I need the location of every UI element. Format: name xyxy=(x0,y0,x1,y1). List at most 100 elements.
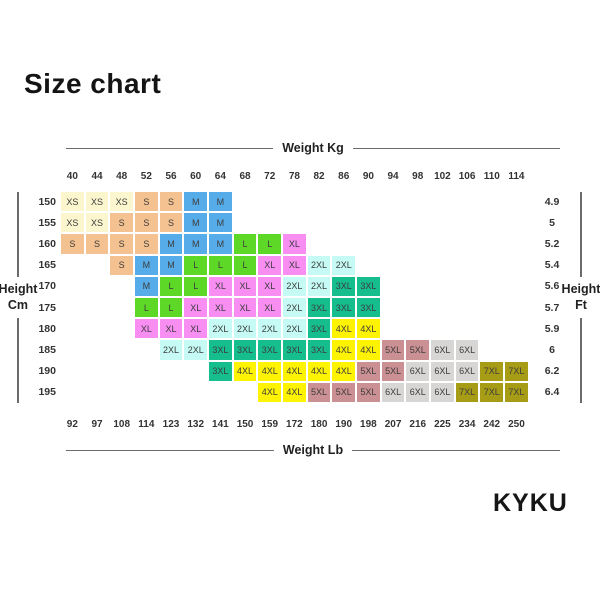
size-cell: 2XL xyxy=(282,275,307,297)
size-cell: 3XL xyxy=(331,296,357,319)
empty-cell xyxy=(60,361,85,382)
weight-lb-tick: 250 xyxy=(508,419,525,430)
weight-kg-tick: 90 xyxy=(362,171,374,182)
empty-cell xyxy=(430,276,455,297)
size-cell: 5XL xyxy=(306,381,332,403)
size-cell: 6XL xyxy=(454,360,480,382)
weight-lb-tick: 132 xyxy=(187,419,205,430)
size-cell: 6XL xyxy=(454,339,480,361)
size-cell: L xyxy=(134,296,159,319)
empty-cell xyxy=(282,191,307,212)
height-cm-tick: 160 xyxy=(38,237,56,250)
empty-cell xyxy=(85,276,110,297)
size-cell: 5XL xyxy=(380,360,406,382)
size-cell: M xyxy=(158,254,184,276)
axis-line-bottom xyxy=(580,318,582,403)
empty-cell xyxy=(430,318,455,339)
weight-kg-tick: 40 xyxy=(66,171,78,182)
empty-cell xyxy=(405,233,430,254)
height-cm-ticks: 150 155 160 165 170 175 180 185 190 195 xyxy=(30,191,56,403)
weight-kg-ticks: 40 44 48 52 56 60 64 68 72 78 82 86 90 94 98 102 106 110 1… xyxy=(60,171,529,182)
size-cell: 6XL xyxy=(430,360,455,382)
height-cm-tick: 195 xyxy=(38,386,56,399)
empty-cell xyxy=(381,318,406,339)
height-ft-tick: 6.4 xyxy=(544,386,560,399)
size-cell: 3XL xyxy=(208,360,233,382)
size-cell: S xyxy=(158,212,184,234)
height-cm-tick: 175 xyxy=(38,301,56,314)
height-cm-tick: 190 xyxy=(38,365,56,378)
height-cm-tick: 185 xyxy=(38,343,56,356)
weight-lb-tick: 123 xyxy=(162,419,180,430)
size-cell: 2XL xyxy=(232,318,258,340)
size-cell: 5XL xyxy=(356,381,381,403)
size-cell: M xyxy=(158,233,184,255)
height-ft-tick: 5 xyxy=(549,216,555,229)
weight-lb-tick: 92 xyxy=(66,419,78,430)
size-cell: L xyxy=(183,275,209,297)
empty-cell xyxy=(109,339,134,360)
header-line-left xyxy=(66,147,274,149)
empty-cell xyxy=(134,339,159,360)
size-cell: XL xyxy=(208,296,233,319)
empty-cell xyxy=(85,382,110,403)
empty-cell xyxy=(381,212,406,233)
size-cell: 4XL xyxy=(356,318,381,340)
empty-cell xyxy=(381,297,406,318)
size-cell: 3XL xyxy=(232,339,258,361)
empty-cell xyxy=(331,233,356,254)
size-cell: XL xyxy=(257,254,283,276)
size-cell: XL xyxy=(183,318,209,340)
empty-cell xyxy=(504,297,529,318)
size-cell: 7XL xyxy=(479,381,505,403)
empty-cell xyxy=(455,297,480,318)
empty-cell xyxy=(430,191,455,212)
weight-kg-tick: 60 xyxy=(190,171,202,182)
size-cell: S xyxy=(134,212,159,234)
size-cell: 2XL xyxy=(331,254,357,276)
empty-cell xyxy=(405,212,430,233)
size-cell: S xyxy=(109,233,135,255)
weight-kg-header: Weight Kg xyxy=(66,141,561,155)
weight-lb-tick: 207 xyxy=(384,419,402,430)
size-cell: XL xyxy=(158,318,184,340)
empty-cell xyxy=(479,212,504,233)
size-cell: 4XL xyxy=(356,339,381,361)
axis-line-bottom xyxy=(17,318,19,403)
height-cm-tick: 155 xyxy=(38,216,56,229)
size-cell: 2XL xyxy=(257,318,283,340)
height-ft-axis: Height Ft xyxy=(558,192,600,403)
size-cell: XS xyxy=(60,191,85,213)
size-cell: XL xyxy=(232,296,258,319)
size-cell: 4XL xyxy=(257,381,283,403)
size-cell: XL xyxy=(208,275,233,297)
weight-lb-tick: 141 xyxy=(212,419,229,430)
weight-kg-tick: 86 xyxy=(338,171,350,182)
height-cm-tick: 150 xyxy=(38,195,56,208)
size-cell: 4XL xyxy=(331,339,357,361)
height-ft-tick: 6 xyxy=(549,343,555,356)
height-ft-tick: 6.2 xyxy=(544,365,560,378)
empty-cell xyxy=(233,191,258,212)
weight-lb-tick: 159 xyxy=(261,419,279,430)
empty-cell xyxy=(85,255,110,276)
size-cell: M xyxy=(183,212,209,234)
weight-lb-tick: 114 xyxy=(138,419,155,430)
size-cell: L xyxy=(158,275,184,297)
empty-cell xyxy=(60,255,85,276)
empty-cell xyxy=(405,191,430,212)
empty-cell xyxy=(331,212,356,233)
empty-cell xyxy=(307,233,332,254)
empty-cell xyxy=(85,297,110,318)
empty-cell xyxy=(109,382,134,403)
empty-cell xyxy=(405,318,430,339)
empty-cell xyxy=(455,276,480,297)
empty-cell xyxy=(430,255,455,276)
weight-lb-tick: 190 xyxy=(335,419,353,430)
empty-cell xyxy=(455,255,480,276)
size-cell: XL xyxy=(282,233,307,255)
size-cell: XL xyxy=(257,275,283,297)
height-ft-tick: 5.4 xyxy=(544,259,560,272)
empty-cell xyxy=(504,191,529,212)
size-cell: 4XL xyxy=(331,360,357,382)
